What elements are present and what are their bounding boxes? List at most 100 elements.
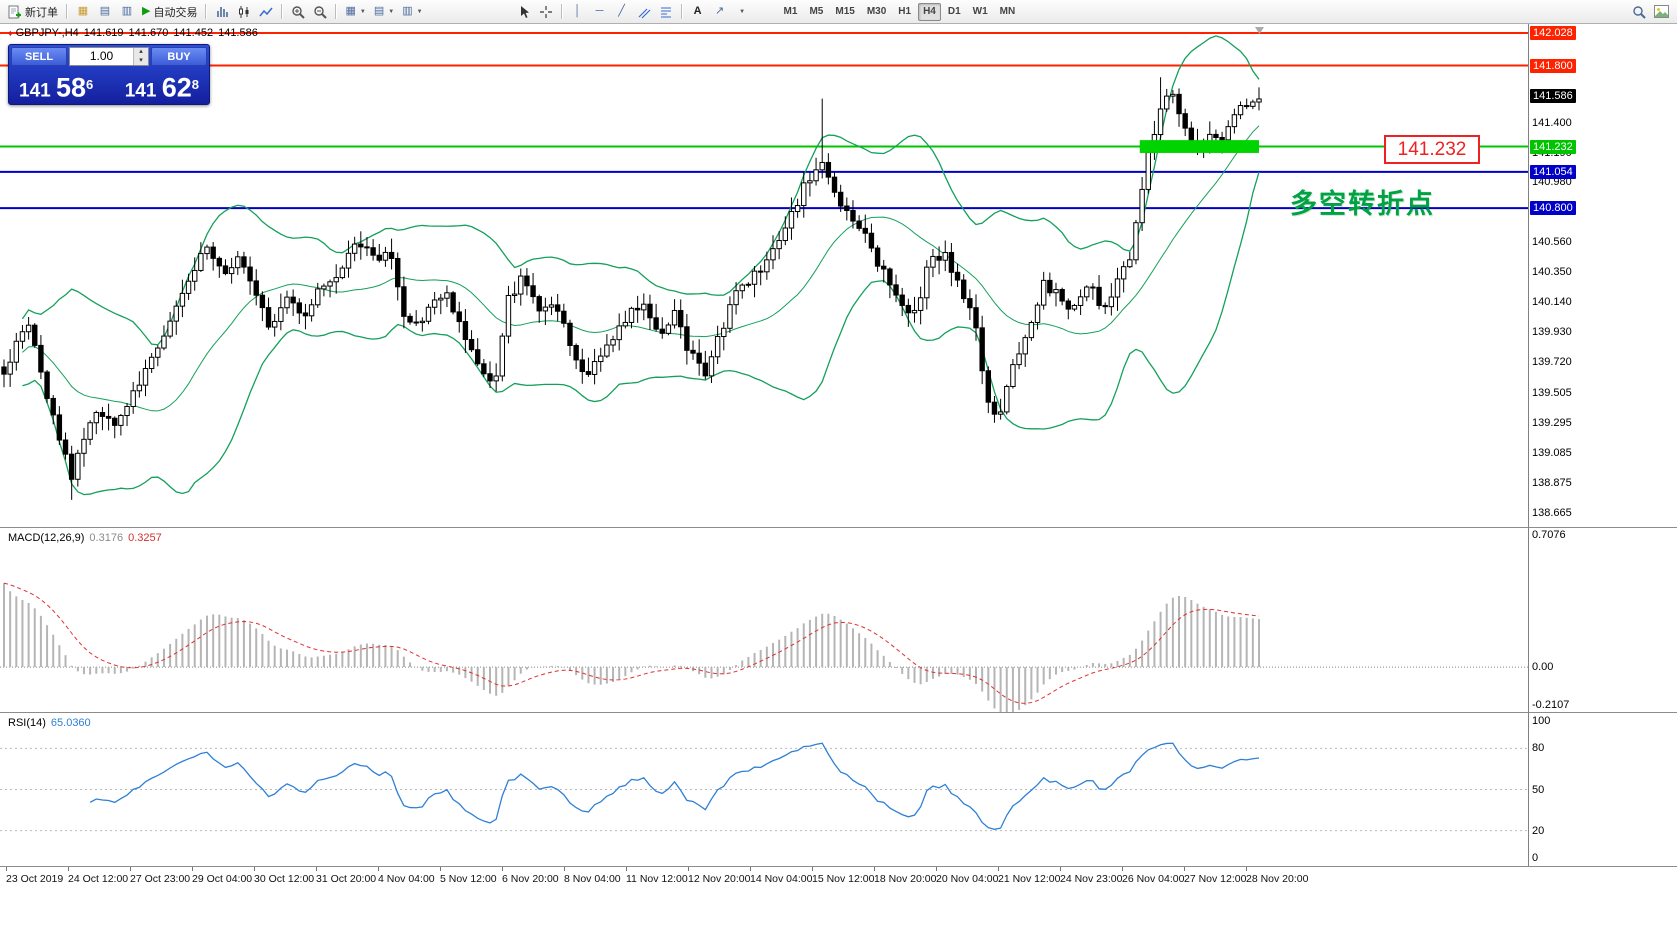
- time-axis-label: 24 Nov 23:00: [1060, 873, 1123, 885]
- horizontal-line-tool-button[interactable]: ─: [589, 2, 611, 22]
- autotrading-play-icon: ▶: [142, 5, 151, 17]
- data-window-button[interactable]: ▤: [94, 2, 116, 22]
- sell-price[interactable]: 141 586: [19, 68, 93, 108]
- axis-tick-label: 0.00: [1532, 661, 1554, 674]
- profiles-icon: ▥: [402, 5, 413, 17]
- timeframe-button-m30[interactable]: M30: [862, 3, 891, 21]
- timeframe-button-h4[interactable]: H4: [918, 2, 941, 21]
- time-axis-tick: [1184, 867, 1185, 871]
- tile-windows-button[interactable]: ▦ ▼: [341, 2, 369, 22]
- price-axis[interactable]: 141.400141.190140.980140.770140.560140.3…: [1528, 24, 1676, 867]
- time-axis-tick: [874, 867, 875, 871]
- panel-splitter[interactable]: [0, 712, 1677, 713]
- timeframe-button-m1[interactable]: M1: [779, 3, 803, 21]
- price-chart-canvas[interactable]: [0, 24, 1528, 527]
- time-axis-tick: [192, 867, 193, 871]
- rsi-value: 65.0360: [50, 717, 91, 729]
- new-chart-button[interactable]: ▤ ▼: [370, 2, 398, 22]
- chevron-down-icon: ▼: [388, 8, 395, 15]
- buy-price-sup: 8: [191, 77, 199, 92]
- panel-splitter[interactable]: [0, 527, 1677, 528]
- time-axis-label: 6 Nov 20:00: [502, 873, 559, 885]
- time-axis-tick: [6, 867, 7, 871]
- new-order-label: 新订单: [25, 6, 58, 19]
- candlestick-icon: [239, 5, 249, 18]
- time-axis-label: 11 Nov 12:00: [626, 873, 688, 885]
- time-axis-tick: [378, 867, 379, 871]
- time-axis[interactable]: 23 Oct 2019 24 Oct 12:00 27 Oct 23:00 29 Oc…: [0, 867, 1528, 891]
- channel-tool-button[interactable]: [633, 2, 655, 22]
- crosshair-icon: [539, 5, 552, 18]
- horizontal-line-icon: ─: [595, 5, 604, 17]
- axis-tick-label: 140.560: [1532, 236, 1572, 249]
- axis-tick-label: 100: [1532, 715, 1551, 727]
- terminal-button[interactable]: ▥: [116, 2, 138, 22]
- screenshot-button[interactable]: [1650, 2, 1673, 22]
- one-click-trading-panel: SELL 1.00 ▴ ▾ BUY 141 586 141 628: [8, 44, 210, 105]
- zoom-out-button[interactable]: [309, 2, 331, 22]
- spin-down-icon[interactable]: ▾: [134, 56, 148, 65]
- axis-tick-label: 0: [1532, 852, 1539, 864]
- time-axis-tick: [936, 867, 937, 871]
- search-button[interactable]: [1628, 2, 1650, 22]
- time-axis-tick: [688, 867, 689, 871]
- macd-panel-canvas[interactable]: [0, 528, 1528, 712]
- terminal-icon: ▥: [121, 5, 133, 17]
- shapes-tool-button[interactable]: ▼: [731, 2, 753, 22]
- time-axis-label: 12 Nov 20:00: [688, 873, 751, 885]
- spin-up-icon[interactable]: ▴: [134, 48, 148, 57]
- timeframe-button-w1[interactable]: W1: [968, 3, 993, 21]
- new-order-button[interactable]: 新订单: [4, 2, 62, 22]
- time-axis-label: 30 Oct 12:00: [254, 873, 315, 885]
- panel-splitter[interactable]: [0, 866, 1677, 867]
- toolbar-separator: [335, 4, 338, 19]
- market-watch-button[interactable]: ▦: [72, 2, 94, 22]
- bar-chart-mode-button[interactable]: [211, 2, 233, 22]
- timeframe-button-d1[interactable]: D1: [943, 3, 966, 21]
- time-axis-tick: [68, 867, 69, 871]
- time-axis-label: 21 Nov 12:00: [998, 873, 1061, 885]
- timeframe-button-m5[interactable]: M5: [804, 3, 828, 21]
- candlestick-mode-button[interactable]: [233, 2, 255, 22]
- time-axis-label: 18 Nov 20:00: [874, 873, 937, 885]
- time-axis-label: 28 Nov 20:00: [1246, 873, 1309, 885]
- macd-signal-value: 0.3257: [128, 532, 162, 544]
- line-chart-mode-button[interactable]: [255, 2, 277, 22]
- volume-stepper[interactable]: 1.00 ▴ ▾: [69, 47, 149, 66]
- timeframe-button-h1[interactable]: H1: [893, 3, 916, 21]
- sell-button[interactable]: SELL: [11, 47, 67, 66]
- buy-price[interactable]: 141 628: [125, 68, 199, 108]
- bar-chart-icon: [217, 6, 229, 17]
- fibonacci-tool-button[interactable]: [655, 2, 677, 22]
- timeframe-button-m15[interactable]: M15: [830, 3, 859, 21]
- rsi-name: RSI(14): [8, 717, 46, 729]
- toolbar-separator: [680, 4, 683, 19]
- timeframe-button-mn[interactable]: MN: [995, 3, 1021, 21]
- price-axis-chip: 141.800: [1530, 58, 1576, 73]
- rsi-panel-canvas[interactable]: [0, 713, 1528, 866]
- crosshair-tool-button[interactable]: [535, 2, 557, 22]
- text-tool-button[interactable]: A: [687, 2, 709, 22]
- macd-main-value: 0.3176: [89, 532, 124, 544]
- vertical-line-icon: │: [574, 5, 581, 17]
- volume-spin-buttons[interactable]: ▴ ▾: [133, 48, 148, 65]
- arrow-tool-button[interactable]: ↗: [709, 2, 731, 22]
- profiles-button[interactable]: ▥ ▼: [398, 2, 426, 22]
- zoom-in-button[interactable]: [287, 2, 309, 22]
- time-axis-label: 23 Oct 2019: [6, 873, 64, 885]
- price-axis-chip: 141.054: [1530, 164, 1576, 179]
- time-axis-label: 4 Nov 04:00: [378, 873, 435, 885]
- buy-button[interactable]: BUY: [151, 47, 207, 66]
- chart-ohlc-label: ♦ GBPJPY-,H4 141.619 141.670 141.452 141.586: [8, 27, 263, 39]
- axis-tick-label: 80: [1532, 742, 1545, 755]
- axis-tick-label: 139.505: [1532, 386, 1572, 399]
- vertical-line-tool-button[interactable]: │: [567, 2, 589, 22]
- autotrading-button[interactable]: ▶ 自动交易: [138, 2, 201, 22]
- chart-symbol-icon: ♦: [8, 28, 13, 38]
- cursor-tool-button[interactable]: [513, 2, 535, 22]
- axis-tick-label: 138.665: [1532, 506, 1572, 519]
- trendline-tool-button[interactable]: ╱: [611, 2, 633, 22]
- timeframe-toolbar: M1 M5 M15 M30 H1 H4 D1 W1 MN: [779, 2, 1021, 21]
- main-toolbar: 新订单 ▦ ▤ ▥ ▶ 自动交易 ▦ ▼ ▤ ▼ ▥ ▼ │ ─ ╱ A ↗ ▼: [0, 0, 1677, 24]
- toolbar-separator: [66, 4, 68, 19]
